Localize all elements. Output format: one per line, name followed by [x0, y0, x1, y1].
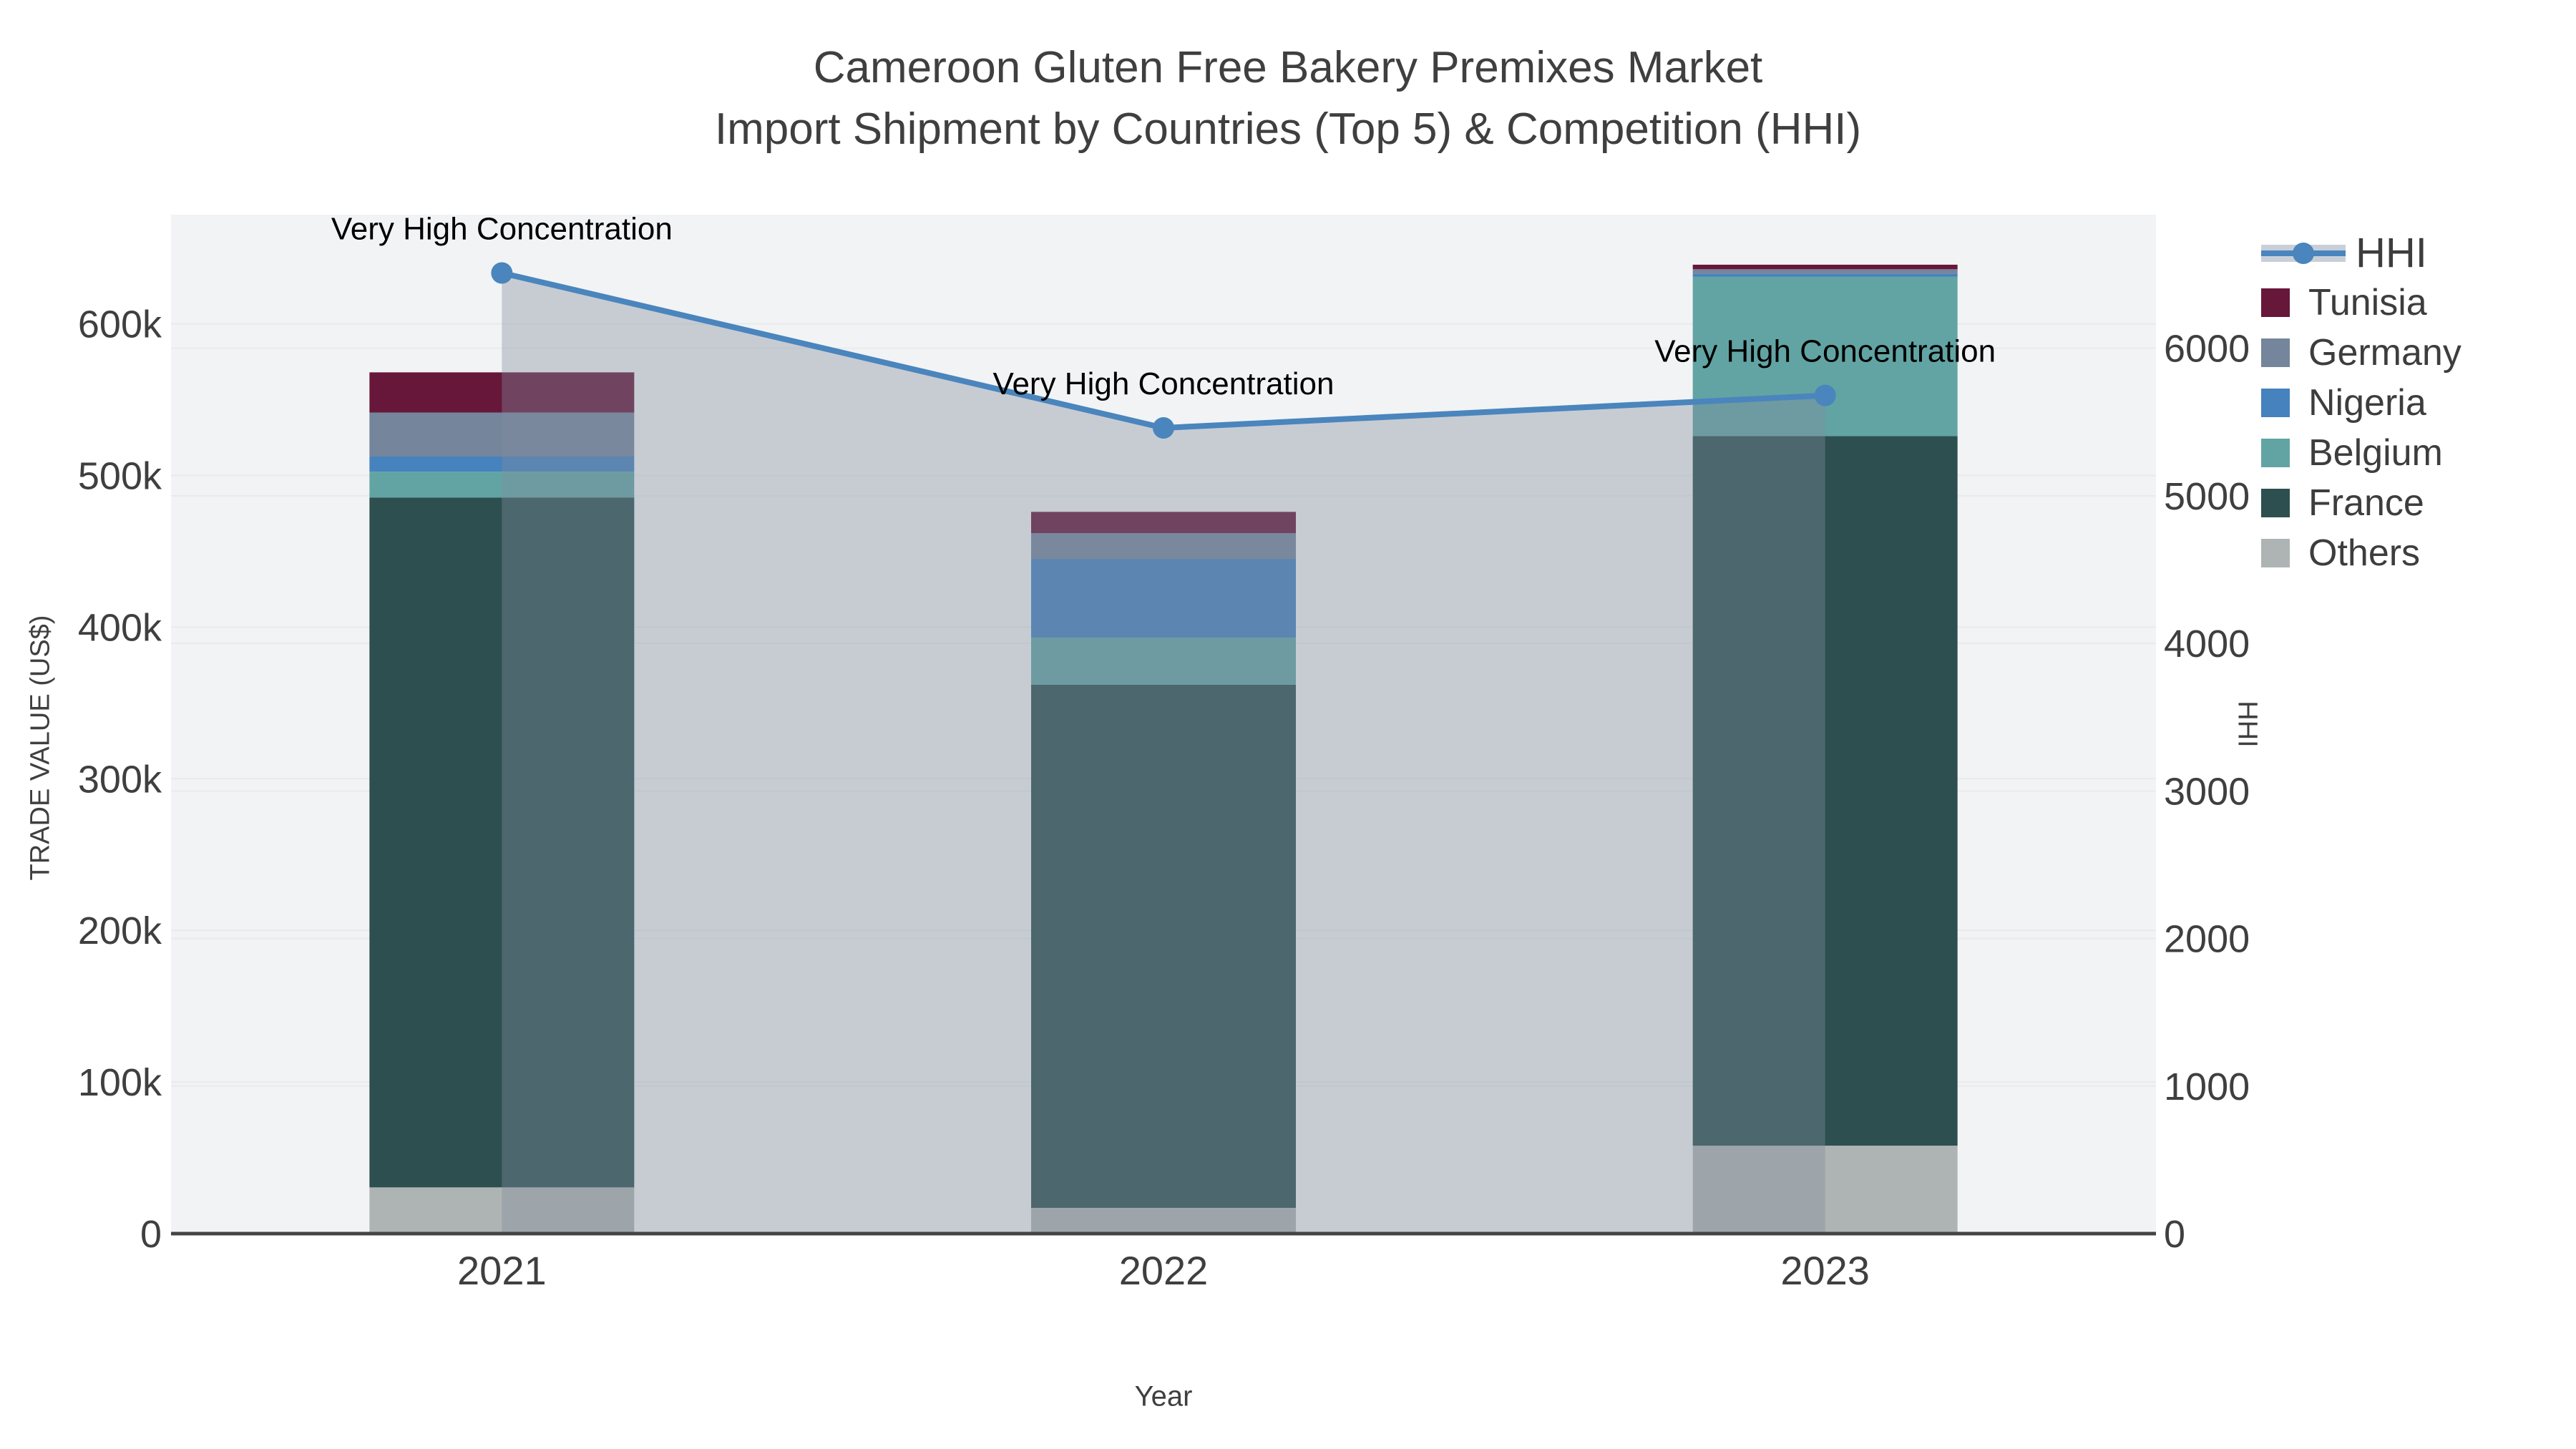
- legend-item-belgium[interactable]: Belgium: [2261, 428, 2462, 478]
- legend-label: Belgium: [2308, 432, 2443, 474]
- legend-item-france[interactable]: France: [2261, 478, 2462, 528]
- legend-label: Nigeria: [2308, 382, 2426, 424]
- y-axis-title-left: TRADE VALUE (US$): [25, 615, 56, 881]
- bar-segment-belgium-2022: [1031, 638, 1296, 685]
- legend-label: HHI: [2356, 229, 2427, 276]
- legend-label: Tunisia: [2308, 282, 2427, 323]
- y-tick-right-3000: 3000: [2164, 770, 2250, 813]
- bar-segment-germany-2021: [369, 412, 635, 457]
- legend-swatch-icon: [2261, 338, 2290, 367]
- y-tick-right-2000: 2000: [2164, 918, 2250, 961]
- bar-segment-others-2023: [1692, 1146, 1958, 1234]
- hhi-marker-2022: [1153, 416, 1174, 439]
- y-tick-left-300k: 300k: [78, 758, 162, 801]
- bar-segment-tunisia-2022: [1031, 512, 1296, 533]
- legend: HHI Tunisia Germany Nigeria Belgium France Oth…: [2261, 228, 2462, 578]
- chart-title-line2: Import Shipment by Countries (Top 5) & C…: [714, 104, 1862, 154]
- y-tick-right-5000: 5000: [2164, 475, 2250, 518]
- legend-item-others[interactable]: Others: [2261, 528, 2462, 578]
- annotation-2021: Very High Concentration: [331, 211, 673, 246]
- y-tick-right-1000: 1000: [2164, 1065, 2250, 1108]
- bar-segment-germany-2022: [1031, 533, 1296, 560]
- legend-swatch-icon: [2261, 539, 2290, 567]
- x-axis-title: Year: [1134, 1380, 1193, 1413]
- chart-title-line1: Cameroon Gluten Free Bakery Premixes Mar…: [813, 43, 1763, 92]
- legend-swatch-icon: [2261, 288, 2290, 317]
- legend-item-nigeria[interactable]: Nigeria: [2261, 378, 2462, 428]
- x-tick-2022: 2022: [1119, 1248, 1209, 1293]
- bar-segment-france-2021: [369, 497, 635, 1188]
- bar-segment-nigeria-2021: [369, 456, 635, 472]
- y-tick-left-0: 0: [140, 1213, 162, 1256]
- bar-segment-belgium-2021: [369, 472, 635, 498]
- legend-swatch-icon: [2261, 389, 2290, 417]
- legend-item-germany[interactable]: Germany: [2261, 328, 2462, 378]
- hhi-marker-2021: [491, 262, 513, 284]
- y-tick-left-400k: 400k: [78, 606, 162, 649]
- chart-title: Cameroon Gluten Free Bakery Premixes Mar…: [0, 37, 2576, 160]
- hhi-marker-2023: [1814, 384, 1836, 406]
- y-tick-left-200k: 200k: [78, 909, 162, 952]
- y-tick-right-4000: 4000: [2164, 623, 2250, 665]
- legend-item-hhi[interactable]: HHI: [2261, 228, 2462, 278]
- bar-segment-tunisia-2023: [1692, 264, 1958, 270]
- y-tick-right-0: 0: [2164, 1213, 2185, 1256]
- annotation-2022: Very High Concentration: [993, 366, 1335, 401]
- x-tick-2021: 2021: [457, 1248, 547, 1293]
- legend-swatch-icon: [2261, 439, 2290, 467]
- bar-segment-others-2022: [1031, 1207, 1296, 1234]
- y-tick-left-600k: 600k: [78, 303, 162, 346]
- annotation-2023: Very High Concentration: [1654, 334, 1996, 369]
- hhi-area-fill: [502, 273, 1825, 1234]
- legend-item-tunisia[interactable]: Tunisia: [2261, 278, 2462, 328]
- y-axis-title-right: HHI: [2232, 701, 2263, 748]
- bar-segment-nigeria-2022: [1031, 559, 1296, 638]
- bar-segment-nigeria-2023: [1692, 273, 1958, 277]
- bar-segment-germany-2023: [1692, 269, 1958, 274]
- bar-segment-france-2023: [1692, 436, 1958, 1146]
- y-tick-right-6000: 6000: [2164, 328, 2250, 371]
- bar-segment-others-2021: [369, 1187, 635, 1234]
- legend-label: Germany: [2308, 332, 2462, 374]
- legend-label: Others: [2308, 532, 2421, 574]
- bar-segment-tunisia-2021: [369, 372, 635, 413]
- bar-segment-france-2022: [1031, 684, 1296, 1208]
- bar-segment-belgium-2023: [1692, 276, 1958, 436]
- y-tick-left-100k: 100k: [78, 1061, 162, 1104]
- hhi-line-swatch-icon: [2261, 238, 2346, 267]
- x-tick-2023: 2023: [1780, 1248, 1870, 1293]
- y-tick-left-500k: 500k: [78, 454, 162, 497]
- legend-label: France: [2308, 482, 2424, 524]
- legend-swatch-icon: [2261, 489, 2290, 517]
